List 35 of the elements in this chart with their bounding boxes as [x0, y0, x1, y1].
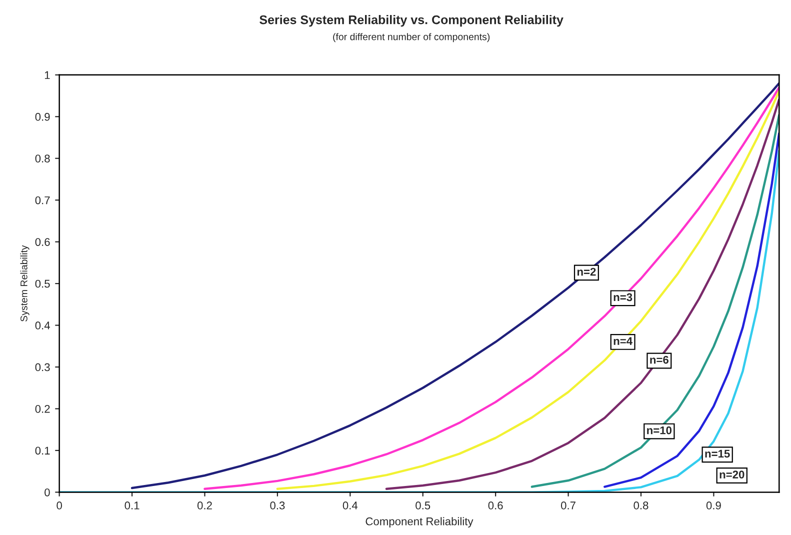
x-axis-title: Component Reliability — [366, 517, 474, 528]
y-tick-label: 0.4 — [35, 322, 50, 330]
x-tick-label: 0.7 — [560, 502, 576, 510]
y-tick-label: 0 — [44, 488, 50, 496]
x-tick-label: 0 — [56, 502, 62, 510]
x-tick-label: 0.1 — [124, 502, 140, 510]
x-tick-label: 0.6 — [488, 502, 503, 510]
x-tick-label: 0.8 — [634, 502, 648, 510]
x-tick-label: 0.5 — [416, 502, 430, 510]
chart-subtitle: (for different number of components) — [333, 33, 490, 42]
annotation: n=6 — [650, 356, 668, 364]
x-tick-label: 0.9 — [706, 502, 721, 510]
y-tick-label: 0.5 — [35, 280, 50, 288]
y-tick-label: 0.9 — [35, 112, 50, 121]
y-tick-label: 0.7 — [35, 196, 50, 204]
y-tick-label: 0.1 — [35, 446, 50, 455]
x-tick-label: 0.2 — [197, 502, 212, 510]
x-tick-label: 0.3 — [270, 502, 285, 510]
annotation: n=4 — [614, 337, 632, 345]
chart-title: Series System Reliability vs. Component Reliability — [260, 15, 564, 27]
y-tick-label: 0.2 — [35, 405, 50, 413]
y-tick-label: 0.3 — [35, 363, 50, 372]
line-series — [385, 98, 780, 490]
y-axis-title: System Reliability — [20, 245, 30, 322]
annotation: n=10 — [647, 426, 672, 434]
x-tick-label: 0.4 — [342, 502, 358, 510]
line-series — [604, 132, 780, 488]
annotation: n=15 — [705, 450, 730, 458]
line-series — [530, 114, 780, 488]
y-tick-label: 0.6 — [35, 238, 50, 246]
y-tick-label: 1 — [44, 71, 50, 79]
annotation: n=2 — [577, 268, 596, 276]
y-tick-label: 0.8 — [35, 154, 50, 162]
annotation: n=3 — [614, 293, 632, 302]
annotation: n=20 — [720, 470, 744, 478]
